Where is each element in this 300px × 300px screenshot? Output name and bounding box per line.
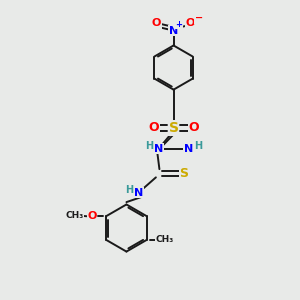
- Text: S: S: [179, 167, 188, 180]
- Text: O: O: [87, 211, 97, 221]
- Text: CH₃: CH₃: [65, 211, 83, 220]
- Text: N: N: [169, 26, 178, 36]
- Text: O: O: [152, 18, 161, 28]
- Text: H: H: [125, 185, 133, 195]
- Text: CH₃: CH₃: [155, 235, 174, 244]
- Text: N: N: [184, 143, 193, 154]
- Text: O: O: [186, 18, 195, 28]
- Text: +: +: [176, 20, 182, 29]
- Text: S: S: [169, 121, 178, 135]
- Text: H: H: [145, 141, 154, 151]
- Text: H: H: [194, 141, 202, 151]
- Text: −: −: [195, 13, 203, 23]
- Text: N: N: [154, 143, 164, 154]
- Text: O: O: [188, 122, 199, 134]
- Text: N: N: [134, 188, 143, 198]
- Text: O: O: [148, 122, 159, 134]
